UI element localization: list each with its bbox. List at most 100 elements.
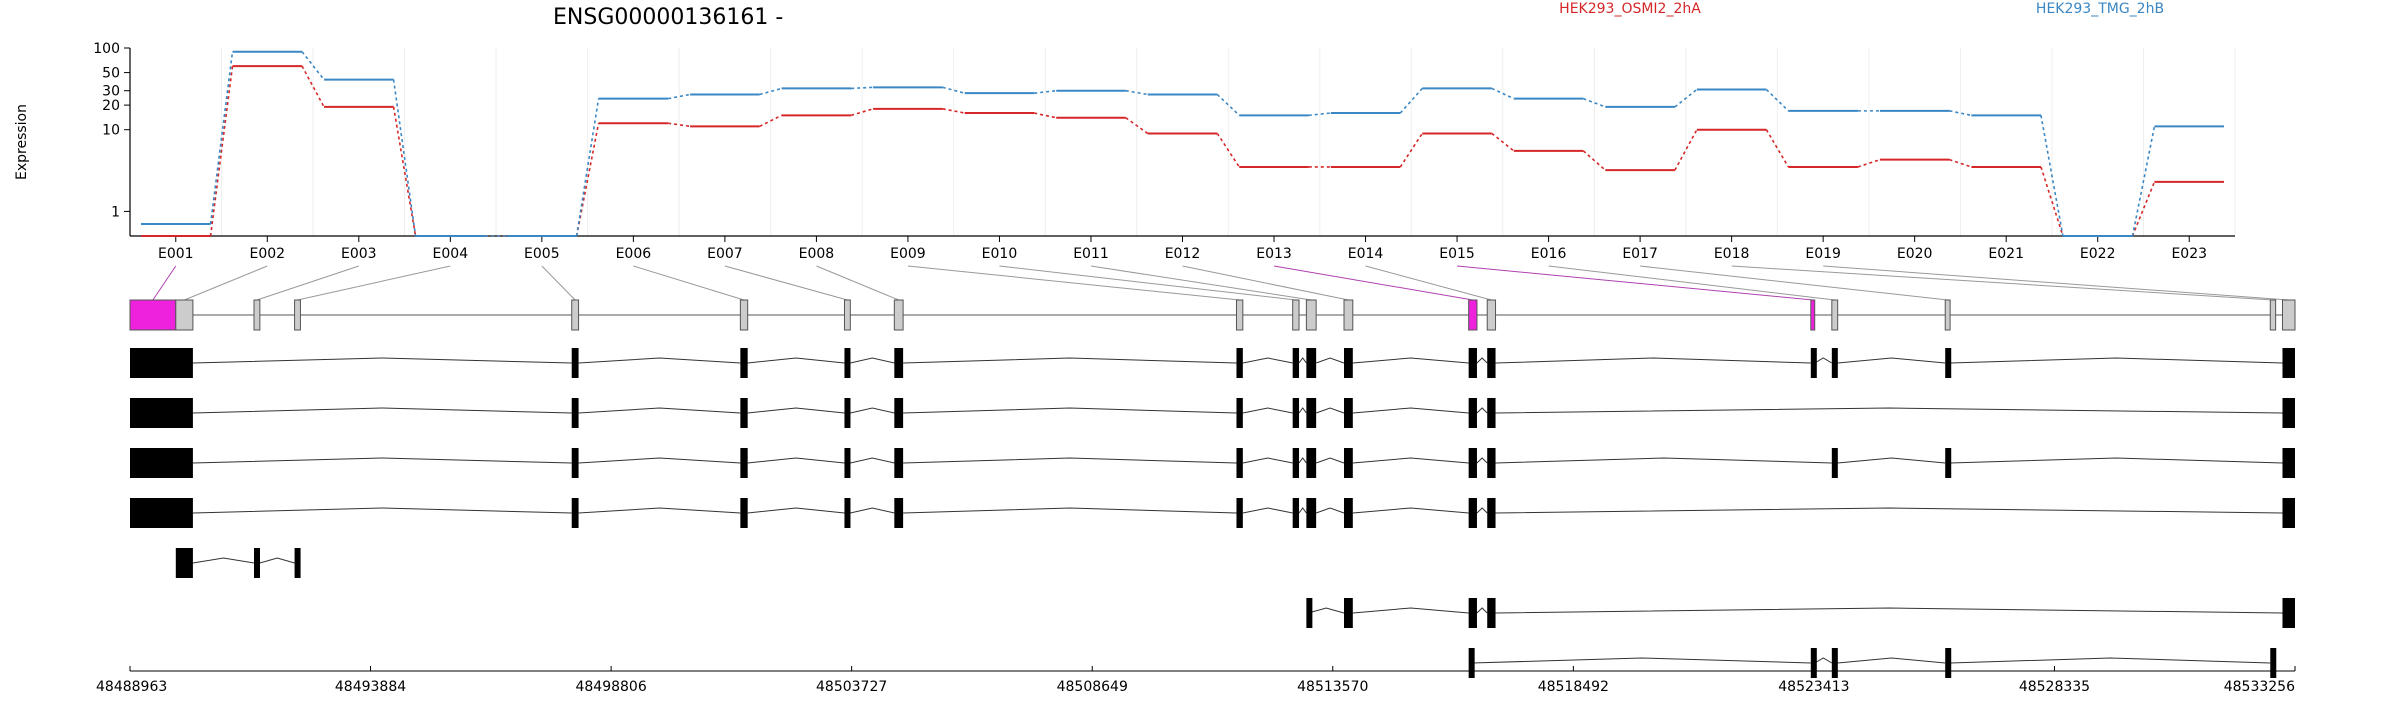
series-connector [392,79,417,237]
gene-exon [1305,299,1317,331]
series-connector [2040,166,2064,237]
exon-connector [541,265,576,301]
transcript-intron [578,357,741,364]
gene-exon [129,299,177,331]
transcript-exon [1236,348,1243,378]
x-tick-label: E001 [158,246,194,262]
series-connector [1949,158,1972,168]
transcript-exon [2282,598,2295,628]
exon-connector [256,265,359,301]
transcript-intron [1315,357,1345,364]
genomic-tick-label: 48513570 [1297,679,1368,695]
exon-connector [1090,265,1312,301]
transcript-intron [259,557,295,564]
transcript-intron [1472,657,1811,664]
exon-connector [297,265,451,301]
transcript-intron [903,507,1237,514]
exon-connector [1640,265,1948,301]
series-connector [1034,112,1057,119]
series-connector [1125,117,1149,135]
x-tick-label: E016 [1531,246,1567,262]
gene-exon [253,299,261,331]
x-tick-label: E006 [616,246,652,262]
series-connector [1674,129,1698,171]
transcript-intron [1315,507,1345,514]
transcript-exon [1468,648,1475,678]
transcript-intron [850,357,895,364]
transcript-exon [1292,398,1300,428]
x-tick-label: E021 [1988,246,2024,262]
x-tick-label: E007 [707,246,743,262]
transcript-intron [1298,507,1307,514]
exon-connector [999,265,1296,301]
x-tick-label: E008 [799,246,835,262]
gene-exon [1486,299,1497,331]
legend-entry: HEK293_OSMI2_2hA [1559,1,1701,17]
transcript-intron [1476,357,1488,364]
transcript-intron [1242,507,1293,514]
x-tick-label: E019 [1805,246,1841,262]
series-connector [942,86,965,94]
x-tick-label: E023 [2171,246,2207,262]
series-connector [1583,97,1606,108]
chart-title: ENSG00000136161 - [553,5,783,30]
genomic-tick-label: 48498806 [575,679,646,695]
x-tick-label: E003 [341,246,377,262]
transcript-exon [2282,398,2295,428]
transcript-exon [1831,348,1838,378]
transcript-intron [1242,457,1293,464]
transcript-exon [1468,498,1477,528]
exon-connector [1548,265,1835,301]
series-connector [1857,158,1881,168]
transcript-exon [1344,498,1353,528]
transcript-exon [844,348,851,378]
gene-exon [893,299,904,331]
transcript-exon [844,398,851,428]
exon-connector [1823,265,2289,301]
transcript-intron [578,507,741,514]
transcript-exon [1306,448,1317,478]
transcript-intron [747,457,845,464]
transcript-exon [130,398,193,428]
transcript-exon [130,498,193,528]
series-connector [850,108,874,117]
transcript-exon [740,448,748,478]
transcript-exon [1306,598,1313,628]
transcript-intron [850,457,895,464]
exon-connector [184,265,268,301]
series-connector [759,114,782,128]
transcript-exon [1306,348,1317,378]
y-axis-label: Expression [14,104,30,180]
transcript-exon [740,348,748,378]
transcript-exon [1945,348,1952,378]
exon-connector [1365,265,1492,301]
exon-connector [816,265,899,301]
transcript-exon [1292,448,1300,478]
transcript-exon [1810,648,1817,678]
transcript-intron [1476,607,1488,614]
x-tick-label: E015 [1439,246,1475,262]
transcript-intron [747,507,845,514]
transcript-intron [1298,407,1307,414]
legend-entry: HEK293_TMG_2hB [2036,1,2164,17]
y-tick-label: 100 [93,41,120,57]
x-tick-label: E010 [982,246,1018,262]
transcript-intron [1315,407,1345,414]
transcript-intron [1950,457,2283,464]
transcript-intron [1495,607,2283,614]
series-connector [851,86,874,90]
series-connector [1765,88,1789,112]
transcript-intron [1352,507,1469,514]
transcript-exon [1831,648,1838,678]
transcript-exon [1344,598,1353,628]
transcript-intron [1298,457,1307,464]
transcript-exon [740,398,748,428]
transcript-intron [192,407,572,414]
gene-exon [843,299,851,331]
transcript-intron [1814,657,1833,664]
series-connector [2040,115,2064,237]
transcript-exon [894,348,904,378]
transcript-exon [1468,598,1477,628]
x-tick-label: E011 [1073,246,1109,262]
transcript-exon [1292,348,1300,378]
